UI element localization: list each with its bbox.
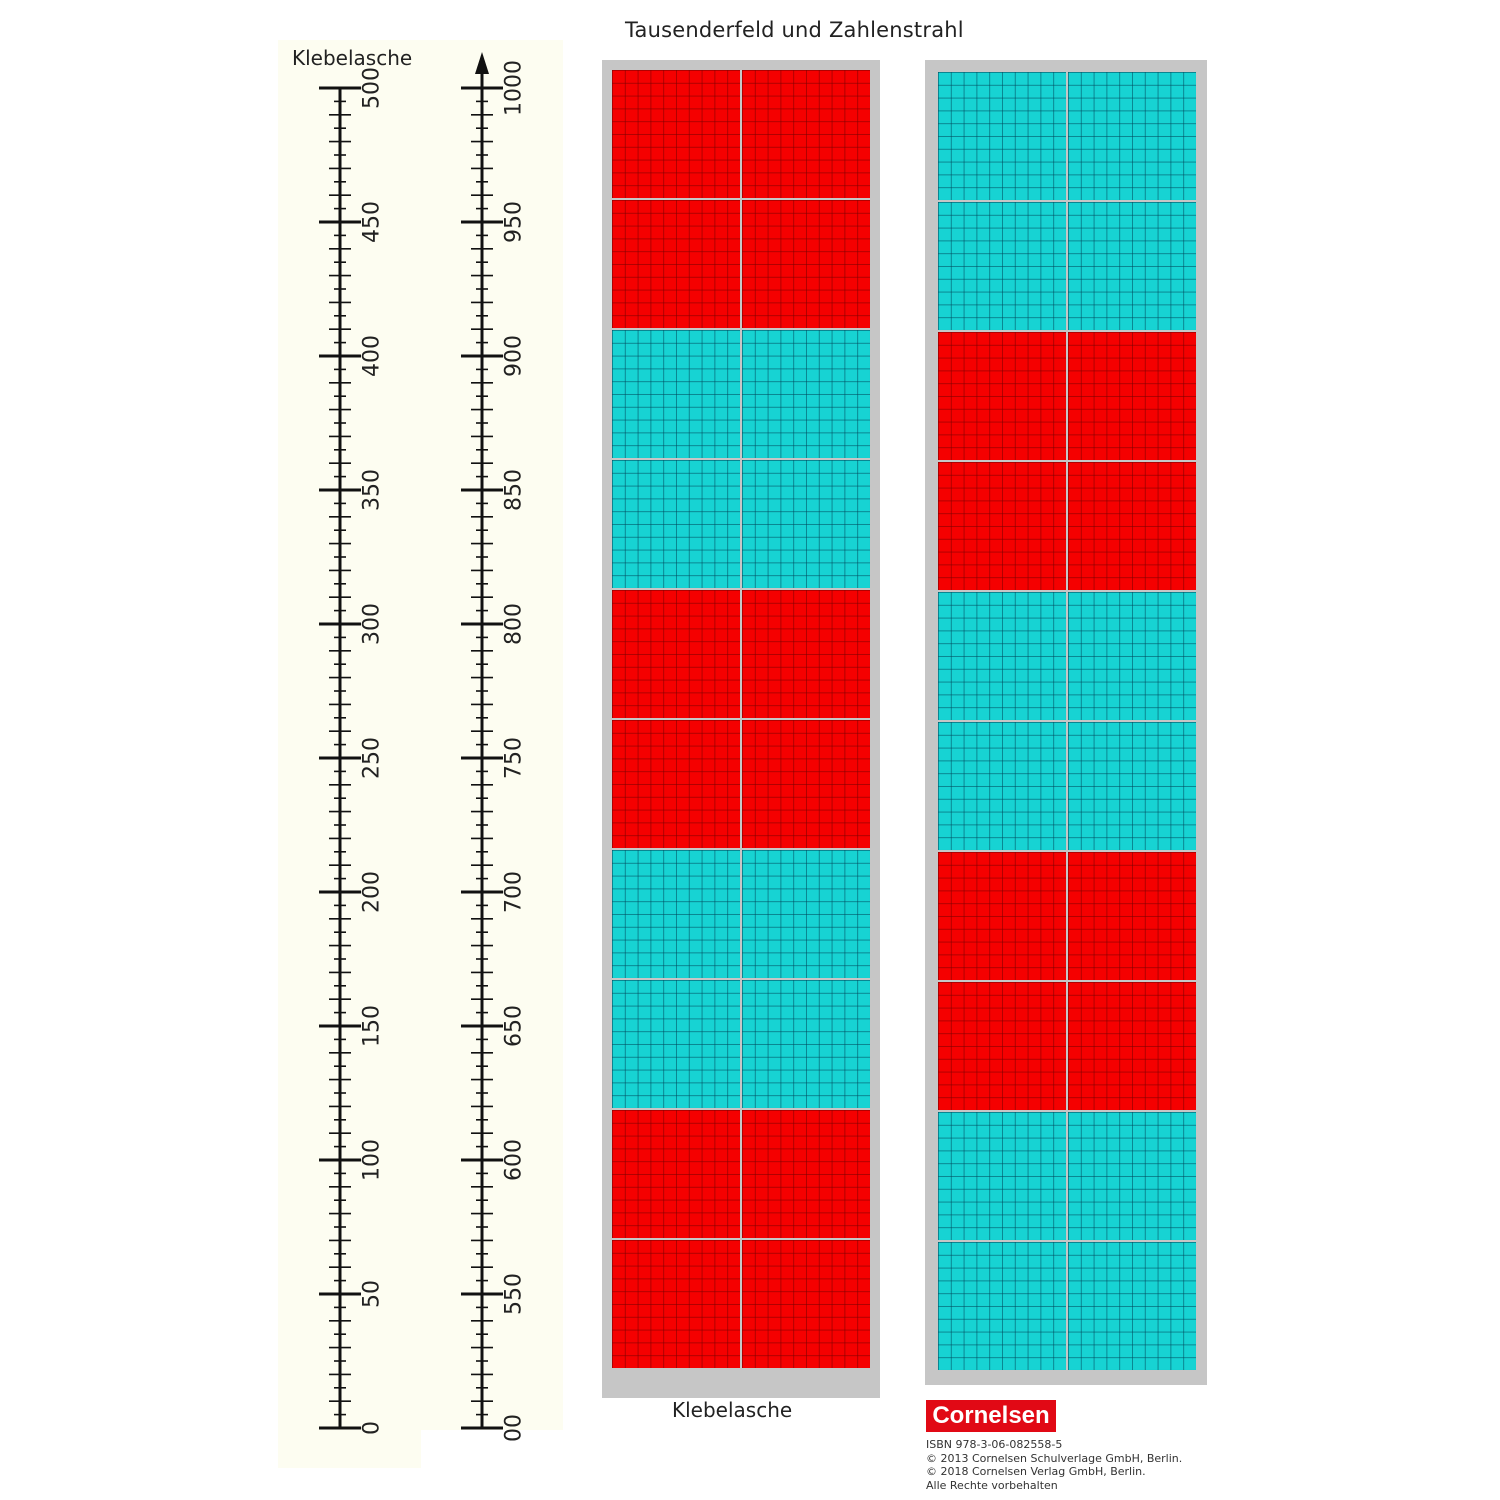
hundred-block-red bbox=[612, 200, 740, 328]
hundred-block-red bbox=[742, 720, 870, 848]
tick-label: 100 bbox=[360, 1139, 385, 1181]
hundred-block-cyan bbox=[742, 980, 870, 1108]
block-row bbox=[938, 72, 1196, 200]
hundred-block-red bbox=[938, 852, 1066, 980]
hundred-block-red bbox=[742, 200, 870, 328]
block-row bbox=[612, 1110, 870, 1238]
tick-label: 500 bbox=[360, 67, 385, 109]
hundred-block-cyan bbox=[938, 592, 1066, 720]
hundred-block-cyan bbox=[1068, 72, 1196, 200]
hundred-block-red bbox=[938, 332, 1066, 460]
hundred-block-red bbox=[612, 720, 740, 848]
block-row bbox=[938, 1112, 1196, 1240]
page-title: Tausenderfeld und Zahlenstrahl bbox=[625, 18, 964, 42]
hundred-block-red bbox=[742, 1110, 870, 1238]
hundred-block-cyan bbox=[938, 202, 1066, 330]
tick-label: 950 bbox=[502, 201, 527, 243]
glue-tab-label-bottom: Klebelasche bbox=[672, 1398, 793, 1422]
hundred-blocks-2 bbox=[938, 72, 1196, 1370]
tick-label: 700 bbox=[502, 871, 527, 913]
tick-label: 800 bbox=[502, 603, 527, 645]
hundred-block-red bbox=[742, 70, 870, 198]
hundred-block-cyan bbox=[938, 1112, 1066, 1240]
hundred-block-red bbox=[612, 590, 740, 718]
tick-label: 350 bbox=[360, 469, 385, 511]
hundred-block-red bbox=[742, 1240, 870, 1368]
block-row bbox=[938, 1242, 1196, 1370]
tick-label: 50 bbox=[360, 1280, 385, 1308]
hundred-block-red bbox=[612, 1240, 740, 1368]
hundred-block-cyan bbox=[612, 460, 740, 588]
block-row bbox=[612, 1240, 870, 1368]
block-row bbox=[612, 720, 870, 848]
tick-label: 450 bbox=[360, 201, 385, 243]
hundred-block-cyan bbox=[938, 1242, 1066, 1370]
isbn-text: ISBN 978-3-06-082558-5 bbox=[926, 1438, 1063, 1451]
hundred-block-cyan bbox=[742, 330, 870, 458]
block-row bbox=[938, 462, 1196, 590]
tick-label: 0 bbox=[360, 1421, 385, 1435]
hundred-block-cyan bbox=[612, 850, 740, 978]
block-row bbox=[938, 852, 1196, 980]
tick-label: 600 bbox=[502, 1139, 527, 1181]
block-row bbox=[938, 592, 1196, 720]
hundred-block-cyan bbox=[1068, 592, 1196, 720]
tick-label: 00 bbox=[502, 1414, 527, 1442]
glue-tab-label-top: Klebelasche bbox=[292, 46, 413, 70]
imprint: ISBN 978-3-06-082558-5 © 2013 Cornelsen … bbox=[926, 1438, 1182, 1492]
tick-label: 550 bbox=[502, 1273, 527, 1315]
hundred-block-red bbox=[938, 462, 1066, 590]
block-row bbox=[938, 722, 1196, 850]
rights-text: Alle Rechte vorbehalten bbox=[926, 1478, 1058, 1492]
thousand-field-2 bbox=[925, 60, 1207, 1385]
tick-label: 150 bbox=[360, 1005, 385, 1047]
hundred-block-red bbox=[1068, 982, 1196, 1110]
arrow-up-icon bbox=[475, 52, 489, 74]
hundred-block-red bbox=[612, 1110, 740, 1238]
hundred-block-cyan bbox=[612, 980, 740, 1108]
tick-label: 200 bbox=[360, 871, 385, 913]
tick-label: 900 bbox=[502, 335, 527, 377]
hundred-block-red bbox=[1068, 852, 1196, 980]
hundred-block-cyan bbox=[938, 72, 1066, 200]
ruler-strip-left bbox=[278, 40, 421, 1468]
hundred-block-cyan bbox=[742, 850, 870, 978]
block-row bbox=[612, 70, 870, 198]
hundred-block-cyan bbox=[742, 460, 870, 588]
hundred-block-cyan bbox=[1068, 202, 1196, 330]
hundred-block-cyan bbox=[1068, 722, 1196, 850]
block-row bbox=[938, 982, 1196, 1110]
hundred-block-cyan bbox=[938, 722, 1066, 850]
hundred-block-red bbox=[938, 982, 1066, 1110]
block-row bbox=[612, 850, 870, 978]
copyright-line-2: © 2018 Cornelsen Verlag GmbH, Berlin. bbox=[926, 1465, 1146, 1478]
hundred-block-red bbox=[742, 590, 870, 718]
hundred-block-cyan bbox=[612, 330, 740, 458]
block-row bbox=[612, 330, 870, 458]
hundred-block-cyan bbox=[1068, 1242, 1196, 1370]
tick-label: 400 bbox=[360, 335, 385, 377]
block-row bbox=[938, 202, 1196, 330]
tick-label: 750 bbox=[502, 737, 527, 779]
copyright-line-1: © 2013 Cornelsen Schulverlage GmbH, Berl… bbox=[926, 1451, 1183, 1465]
block-row bbox=[612, 460, 870, 588]
hundred-block-red bbox=[1068, 332, 1196, 460]
hundred-blocks-1 bbox=[612, 70, 870, 1368]
block-row bbox=[612, 980, 870, 1108]
block-row bbox=[612, 200, 870, 328]
block-row bbox=[612, 590, 870, 718]
tick-label: 300 bbox=[360, 603, 385, 645]
thousand-field-1 bbox=[602, 60, 880, 1398]
ruler-strip-right bbox=[420, 40, 563, 1430]
tick-label: 650 bbox=[502, 1005, 527, 1047]
block-row bbox=[938, 332, 1196, 460]
tick-label: 250 bbox=[360, 737, 385, 779]
hundred-block-red bbox=[612, 70, 740, 198]
publisher-logo: Cornelsen bbox=[926, 1400, 1056, 1432]
tick-label: 1000 bbox=[502, 60, 527, 116]
hundred-block-red bbox=[1068, 462, 1196, 590]
hundred-block-cyan bbox=[1068, 1112, 1196, 1240]
tick-label: 850 bbox=[502, 469, 527, 511]
